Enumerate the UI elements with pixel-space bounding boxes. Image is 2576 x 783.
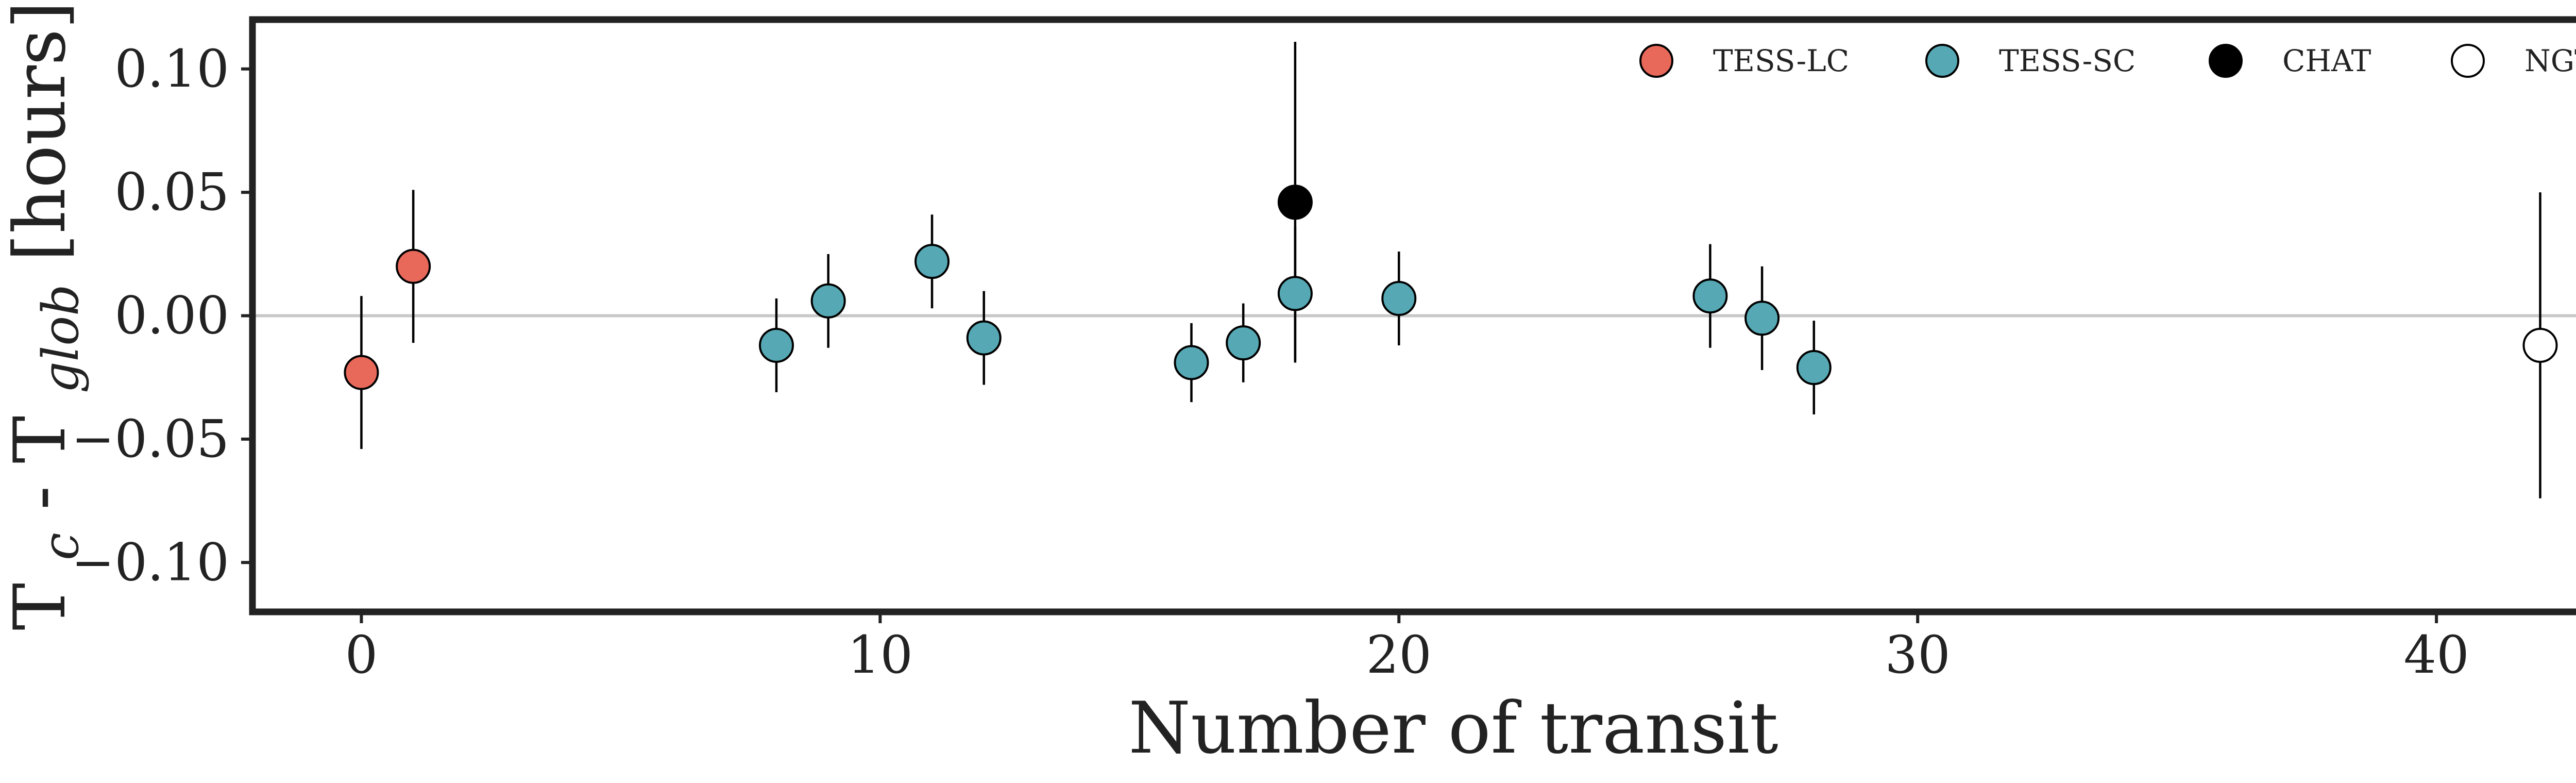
y-axis-label: T c - T glob [hours] <box>0 1 95 630</box>
y-label-sub-c: c <box>32 532 90 560</box>
legend-marker <box>2451 44 2485 78</box>
legend-item: TESS-SC <box>1925 43 2136 78</box>
legend-label: NGTS <box>2524 43 2576 78</box>
x-tick-label: 10 <box>848 625 913 685</box>
data-point <box>810 283 846 319</box>
legend-label: TESS-SC <box>1999 43 2136 78</box>
data-points <box>344 185 2558 390</box>
x-tick-label: 40 <box>2403 625 2469 685</box>
legend-item: CHAT <box>2209 43 2371 78</box>
data-point <box>966 320 1002 356</box>
plot-frame <box>249 16 2576 615</box>
data-point <box>2522 327 2558 363</box>
x-tick-label: 30 <box>1885 625 1951 685</box>
y-tick-label: −0.10 <box>72 532 229 592</box>
legend-label: CHAT <box>2282 43 2371 78</box>
data-point <box>1381 280 1417 316</box>
data-point <box>758 327 794 363</box>
data-point <box>1744 301 1780 336</box>
y-label-tail: [hours] <box>0 1 81 261</box>
y-label-base: T <box>0 583 81 630</box>
legend-marker <box>2209 44 2243 78</box>
data-point <box>1277 276 1313 311</box>
data-point <box>1174 345 1209 380</box>
x-axis-label: Number of transit <box>1128 687 1778 770</box>
data-point <box>344 355 379 390</box>
data-point <box>1796 350 1832 386</box>
data-point <box>914 244 950 279</box>
y-label-sub-glob: glob <box>32 284 90 393</box>
axis-ticks: 0 10 20 30 40 0.10 0.05 0.00 −0.05 −0.10 <box>72 39 2469 685</box>
legend-item: NGTS <box>2451 43 2576 78</box>
y-label-mid: - T <box>0 416 81 510</box>
data-point <box>396 248 431 284</box>
y-tick-label: 0.05 <box>114 162 229 222</box>
y-tick-label: −0.05 <box>72 409 229 469</box>
data-point <box>1692 278 1728 314</box>
x-tick-label: 20 <box>1366 625 1432 685</box>
legend-marker <box>1925 44 1959 78</box>
legend-item: TESS-LC <box>1639 43 1849 78</box>
y-tick-label: 0.10 <box>114 39 229 99</box>
x-tick-label: 0 <box>345 625 378 685</box>
data-point <box>1226 325 1261 361</box>
error-bars <box>360 42 2541 498</box>
legend: TESS-LC TESS-SC CHAT NGTS <box>1639 43 2576 78</box>
legend-label: TESS-LC <box>1713 43 1849 78</box>
data-point <box>1277 185 1313 220</box>
y-tick-label: 0.00 <box>114 286 229 346</box>
legend-marker <box>1639 44 1673 78</box>
